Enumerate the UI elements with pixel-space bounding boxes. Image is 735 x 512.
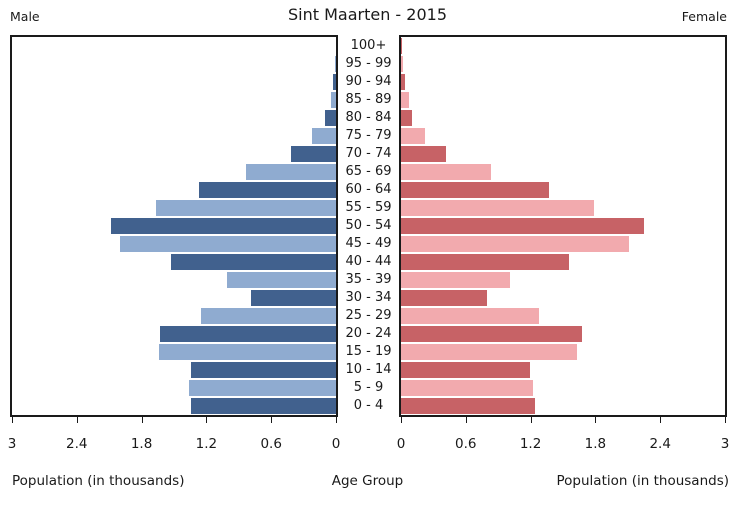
male-bar [120, 236, 336, 252]
female-side-label: Female [681, 9, 727, 24]
female-bar [401, 146, 447, 162]
female-bar [401, 110, 412, 126]
age-group-tick-label: 10 - 14 [345, 362, 392, 377]
female-bar [401, 92, 409, 108]
age-group-tick-label: 60 - 64 [345, 182, 392, 197]
male-axis-tick [141, 417, 143, 423]
female-axis-tick [465, 417, 467, 423]
male-bar [170, 254, 336, 270]
male-bar [189, 380, 336, 396]
female-bar [401, 308, 540, 324]
chart-title: Sint Maarten - 2015 [287, 5, 447, 24]
male-bar [155, 200, 336, 216]
female-axis-tick [725, 417, 726, 423]
female-bar [401, 236, 629, 252]
male-axis-tick-label: 2.4 [66, 436, 88, 452]
age-group-tick-label: 55 - 59 [345, 200, 392, 215]
age-group-tick-label: 80 - 84 [345, 110, 392, 125]
age-group-tick-label: 5 - 9 [353, 380, 384, 395]
male-bar [330, 92, 336, 108]
male-bar [332, 74, 336, 90]
female-bar [401, 128, 425, 144]
female-bar [401, 182, 549, 198]
female-axis-tick-label: 3 [720, 436, 730, 452]
male-side-label: Male [10, 9, 40, 24]
female-axis-tick [401, 417, 402, 423]
female-axis-title: Population (in thousands) [556, 473, 729, 489]
male-bar [334, 56, 336, 72]
male-axis-tick-label: 1.8 [130, 436, 153, 452]
male-axis-title: Population (in thousands) [12, 473, 185, 489]
female-bar [401, 218, 644, 234]
female-bar [401, 398, 535, 414]
female-bar [401, 74, 406, 90]
female-axis-tick [530, 417, 532, 423]
female-panel [399, 35, 727, 417]
female-bar [401, 380, 533, 396]
female-axis-tick [595, 417, 597, 423]
age-group-tick-label: 65 - 69 [345, 164, 392, 179]
age-group-tick-label: 45 - 49 [345, 236, 392, 251]
female-bar [401, 200, 595, 216]
age-group-tick-label: 30 - 34 [345, 290, 392, 305]
female-axis-tick-label: 1.2 [519, 436, 542, 452]
male-bar [290, 146, 336, 162]
age-group-tick-label: 15 - 19 [345, 344, 392, 359]
male-bar [198, 182, 336, 198]
male-bar [312, 128, 336, 144]
male-bar [158, 344, 336, 360]
age-group-tick-label: 40 - 44 [345, 254, 392, 269]
female-bar [401, 344, 578, 360]
male-panel [10, 35, 338, 417]
age-group-tick-label: 75 - 79 [345, 128, 392, 143]
age-group-tick-label: 35 - 39 [345, 272, 392, 287]
female-bar [401, 362, 530, 378]
age-group-tick-label: 100+ [350, 38, 387, 53]
age-group-tick-label: 95 - 99 [345, 56, 392, 71]
male-bar [226, 272, 336, 288]
female-axis-tick [660, 417, 662, 423]
male-bar [111, 218, 336, 234]
male-axis-tick [76, 417, 78, 423]
male-axis-tick [12, 417, 13, 423]
age-group-axis-title: Age Group [331, 473, 404, 489]
age-group-tick-label: 0 - 4 [353, 398, 384, 413]
age-group-tick-label: 85 - 89 [345, 92, 392, 107]
male-bar [325, 110, 336, 126]
male-axis-tick [271, 417, 273, 423]
female-bar [401, 272, 511, 288]
female-bar [401, 254, 570, 270]
male-axis-tick-label: 3 [7, 436, 17, 452]
female-bar [401, 56, 404, 72]
female-bar [401, 164, 491, 180]
male-bar [201, 308, 336, 324]
male-axis-tick-label: 0 [331, 436, 341, 452]
female-axis-tick-label: 0.6 [455, 436, 477, 452]
male-axis-tick-label: 1.2 [195, 436, 218, 452]
female-bar [401, 290, 488, 306]
male-bar [191, 398, 336, 414]
male-bar [191, 362, 336, 378]
male-bar [159, 326, 336, 342]
male-axis-tick-label: 0.6 [260, 436, 282, 452]
age-group-tick-label: 50 - 54 [345, 218, 392, 233]
age-group-tick-label: 20 - 24 [345, 326, 392, 341]
female-bar [401, 326, 583, 342]
age-group-tick-label: 25 - 29 [345, 308, 392, 323]
male-bar [250, 290, 336, 306]
male-bar [246, 164, 336, 180]
age-group-axis: 100+ 95 - 99 90 - 94 85 - 89 80 - 84 75 - 79 7… [338, 37, 399, 415]
female-bar [401, 38, 403, 54]
age-group-tick-label: 90 - 94 [345, 74, 392, 89]
male-axis-tick [206, 417, 208, 423]
male-axis-tick [336, 417, 337, 423]
female-axis-tick-label: 1.8 [584, 436, 607, 452]
female-axis-tick-label: 0 [396, 436, 406, 452]
age-group-tick-label: 70 - 74 [345, 146, 392, 161]
female-axis-tick-label: 2.4 [649, 436, 671, 452]
